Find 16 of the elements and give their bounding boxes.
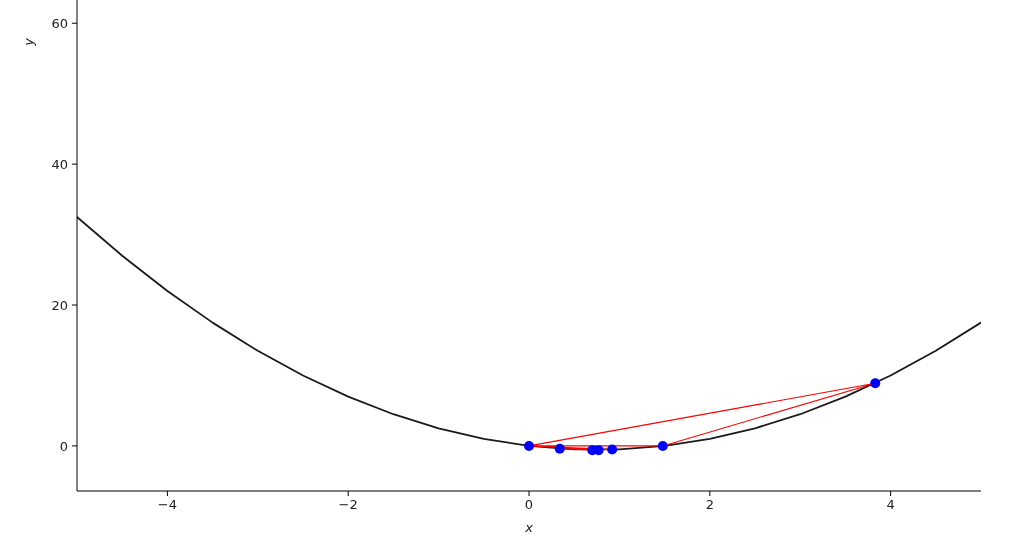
y-tick-label: 60 [51, 15, 68, 31]
x-tick-label: 2 [705, 497, 714, 513]
point [524, 440, 534, 451]
x-tick-label: −2 [338, 497, 358, 513]
point [554, 443, 565, 454]
x-tick-label: 4 [886, 497, 895, 513]
y-axis-title: y [20, 37, 36, 47]
x-tick-label: −4 [157, 497, 177, 513]
x-tick-label: 0 [524, 497, 534, 513]
point [870, 378, 881, 389]
y-tick-label: 40 [51, 156, 68, 172]
point [607, 444, 618, 455]
y-tick-label: 0 [59, 438, 68, 454]
point [657, 440, 668, 451]
y-tick-label: 20 [51, 297, 68, 313]
x-axis-title: x [524, 519, 534, 535]
